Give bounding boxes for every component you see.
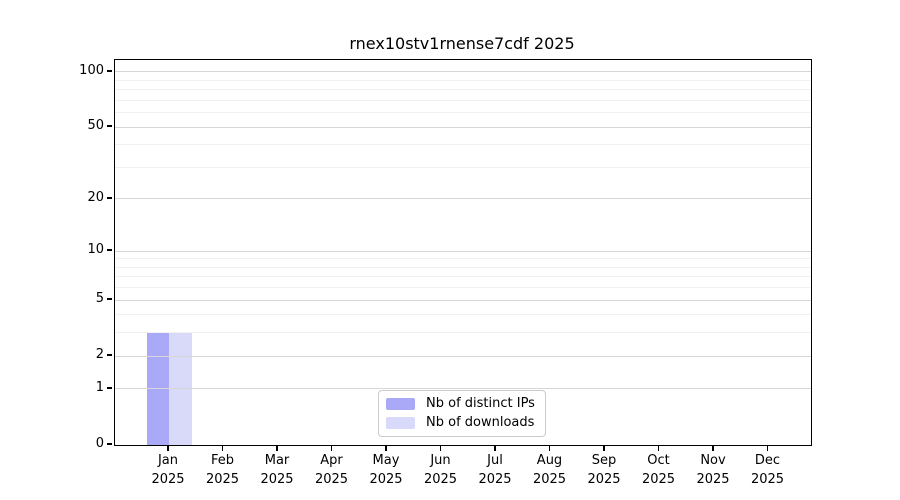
x-tick-mark (657, 445, 660, 451)
x-tick-label: Oct 2025 (641, 453, 676, 487)
y-tick-mark (107, 387, 112, 389)
legend-swatch-distinct-ips (386, 397, 415, 410)
y-tick-mark (107, 70, 112, 72)
gridline-minor (115, 112, 811, 114)
x-tick-mark (766, 445, 769, 451)
gridline-minor (115, 314, 811, 316)
legend-label-distinct-ips: Nb of distinct IPs (426, 395, 535, 411)
y-tick-label: 20 (87, 189, 104, 205)
gridline-major (115, 126, 811, 128)
x-tick-label: Dec 2025 (750, 453, 785, 487)
x-tick-label: Sep 2025 (587, 453, 621, 487)
x-tick-mark (221, 445, 224, 451)
x-tick-label: Mar 2025 (260, 453, 294, 487)
gridline-minor (115, 287, 811, 289)
x-tick-label: Jun 2025 (423, 453, 458, 487)
x-tick-label: Nov 2025 (696, 453, 730, 487)
x-tick-label: Jul 2025 (478, 453, 512, 487)
x-tick-mark (548, 445, 551, 451)
y-tick-mark (107, 125, 112, 127)
gridline-minor (115, 166, 811, 168)
y-tick-label: 2 (95, 347, 104, 363)
y-tick-label: 1 (95, 379, 104, 395)
x-tick-mark (330, 445, 333, 451)
x-tick-mark (494, 445, 496, 451)
x-tick-label: May 2025 (369, 453, 403, 487)
gridline-minor (115, 144, 811, 146)
y-tick-label: 50 (87, 118, 104, 134)
gridline-major (115, 355, 811, 357)
x-tick-mark (712, 445, 714, 451)
gridline-minor (115, 258, 811, 260)
legend: Nb of distinct IPs Nb of downloads (378, 390, 546, 437)
x-tick-mark (276, 445, 278, 451)
legend-label-downloads: Nb of downloads (426, 415, 535, 431)
x-tick-label: Aug 2025 (532, 453, 567, 487)
y-tick-label: 10 (87, 242, 104, 258)
y-tick-label: 5 (95, 291, 104, 307)
y-tick-mark (107, 298, 112, 300)
gridline-minor (115, 332, 811, 334)
gridline-minor (115, 276, 811, 278)
x-tick-mark (167, 445, 169, 451)
chart-title: rnex10stv1rnense7cdf 2025 (349, 34, 575, 53)
gridline-major (115, 299, 811, 301)
y-tick-mark (107, 249, 112, 251)
gridline-minor (115, 89, 811, 91)
x-tick-label: Feb 2025 (205, 453, 240, 487)
gridline-minor (115, 99, 811, 101)
gridline-major (115, 388, 811, 390)
gridline-minor (115, 79, 811, 81)
gridline-minor (115, 266, 811, 268)
x-tick-label: Jan 2025 (151, 453, 185, 487)
x-tick-mark (385, 445, 387, 451)
legend-item-distinct-ips: Nb of distinct IPs (386, 395, 537, 413)
legend-item-downloads: Nb of downloads (386, 414, 537, 432)
legend-swatch-downloads (386, 417, 415, 430)
gridline-major (115, 71, 811, 73)
x-tick-mark (439, 445, 442, 451)
y-tick-mark (107, 197, 112, 199)
gridline-major (115, 198, 811, 200)
y-tick-mark (107, 443, 112, 445)
y-tick-mark (107, 354, 112, 356)
plot-area: Nb of distinct IPs Nb of downloads (114, 59, 812, 446)
gridline-major (115, 250, 811, 252)
x-tick-label: Apr 2025 (314, 453, 349, 487)
y-tick-label: 0 (95, 436, 104, 451)
x-tick-mark (603, 445, 605, 451)
y-tick-label: 100 (79, 62, 104, 78)
